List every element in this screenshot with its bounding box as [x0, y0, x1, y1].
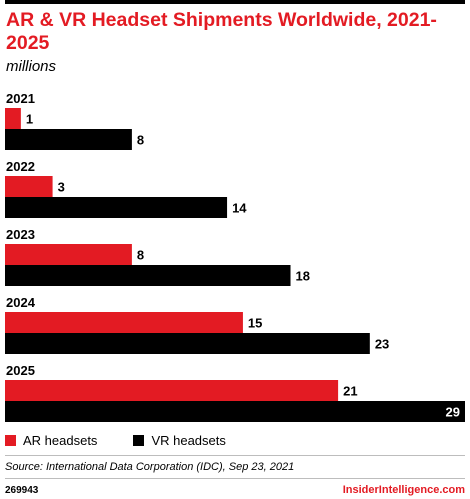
year-label-2023: 2023: [6, 227, 35, 242]
year-label-2021: 2021: [6, 91, 35, 106]
value-label-ar-2025: 21: [343, 384, 357, 399]
legend: AR headsets VR headsets: [5, 433, 262, 448]
legend-swatch-vr: [133, 435, 145, 446]
value-label-ar-2023: 8: [137, 248, 144, 263]
value-label-ar-2024: 15: [248, 316, 262, 331]
bar-vr-2021: [5, 129, 132, 150]
source-note: Source: International Data Corporation (…: [5, 461, 295, 473]
year-label-2022: 2022: [6, 159, 35, 174]
legend-swatch-ar: [5, 435, 16, 446]
value-label-ar-2022: 3: [58, 180, 65, 195]
value-label-vr-2021: 8: [137, 133, 144, 148]
bar-vr-2022: [5, 197, 228, 218]
source-divider: [5, 455, 465, 456]
legend-item-vr: VR headsets: [133, 433, 226, 448]
value-label-ar-2021: 1: [26, 112, 33, 127]
year-label-2024: 2024: [6, 295, 36, 310]
chart-id: 269943: [5, 485, 39, 496]
bar-ar-2022: [5, 176, 53, 197]
value-label-vr-2025: 29: [446, 405, 460, 420]
bar-ar-2021: [5, 108, 21, 129]
bar-ar-2024: [5, 312, 243, 333]
bar-ar-2025: [5, 380, 339, 401]
bar-vr-2024: [5, 333, 370, 354]
legend-label-vr: VR headsets: [151, 433, 226, 448]
legend-label-ar: AR headsets: [23, 433, 98, 448]
value-label-vr-2022: 14: [232, 201, 247, 216]
brand-logo-text: InsiderIntelligence.com: [342, 484, 465, 496]
bar-vr-2023: [5, 265, 291, 286]
bar-vr-2025: [5, 401, 465, 422]
value-label-vr-2024: 23: [375, 337, 389, 352]
top-rule: [5, 0, 465, 4]
year-label-2025: 2025: [6, 363, 35, 378]
chart-title: AR & VR Headset Shipments Worldwide, 202…: [6, 9, 437, 54]
chart-subtitle: millions: [6, 58, 57, 75]
footer-divider: [5, 478, 465, 479]
bar-ar-2023: [5, 244, 132, 265]
legend-item-ar: AR headsets: [5, 433, 97, 448]
value-label-vr-2023: 18: [296, 269, 310, 284]
